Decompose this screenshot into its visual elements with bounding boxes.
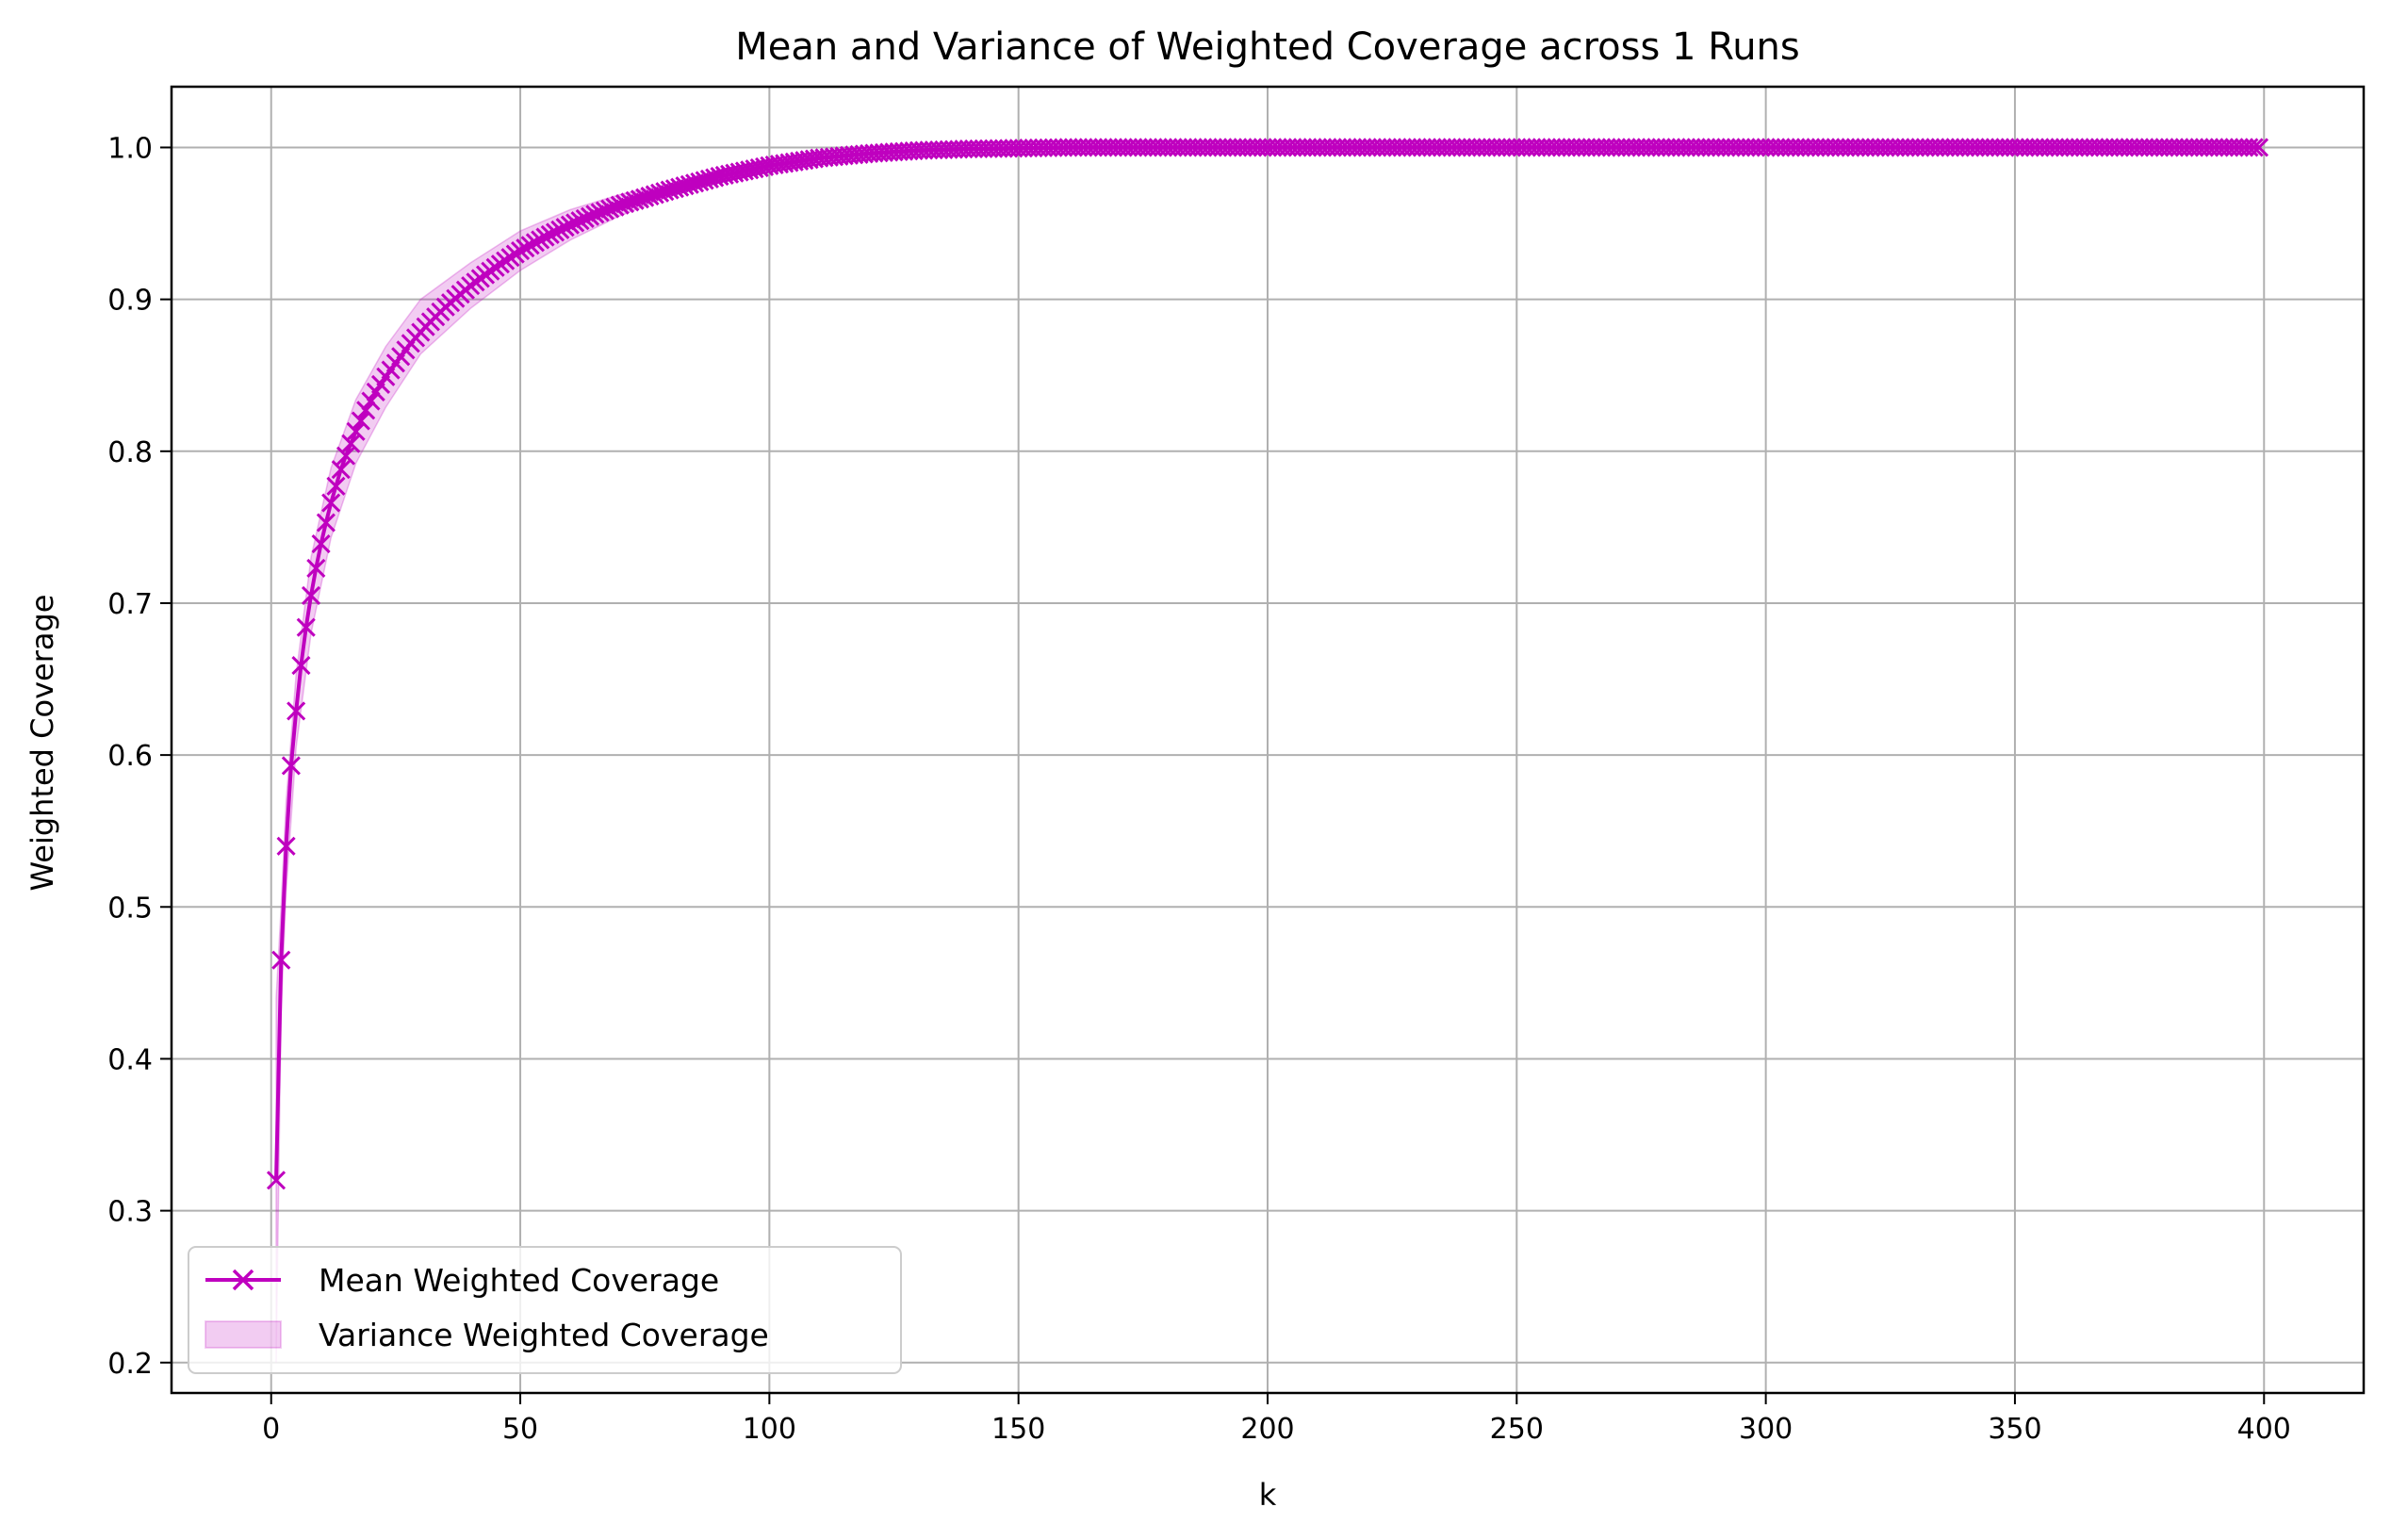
mean-point-marker — [545, 222, 565, 242]
y-tick-label: 1.0 — [107, 132, 153, 165]
mean-point-marker — [301, 585, 321, 605]
y-tick-label: 0.6 — [107, 740, 153, 773]
mean-point-marker — [600, 199, 620, 219]
x-tick-label: 400 — [2237, 1413, 2291, 1446]
mean-point-marker — [331, 460, 351, 480]
legend-box — [188, 1246, 902, 1374]
mean-point-marker — [525, 233, 545, 253]
y-axis-ticks: 0.2 0.3 0.4 0.5 0.6 0.7 0.8 0.9 1.0 — [107, 132, 172, 1381]
mean-point-marker — [271, 950, 291, 970]
mean-point-marker — [281, 756, 301, 776]
mean-point-marker — [291, 655, 311, 676]
mean-point-marker — [560, 215, 580, 235]
mean-point-marker — [570, 211, 590, 231]
mean-point-marker — [531, 230, 550, 250]
mean-point-marker — [540, 224, 560, 245]
mean-point-marker — [516, 238, 535, 258]
mean-point-marker — [306, 558, 326, 578]
mean-point-marker — [550, 220, 570, 239]
x-tick-label: 300 — [1739, 1413, 1793, 1446]
mean-point-marker — [555, 218, 575, 238]
y-tick-label: 0.8 — [107, 436, 153, 469]
mean-point-marker — [565, 213, 585, 233]
legend: Mean Weighted Coverage Variance Weighted… — [188, 1246, 902, 1374]
mean-point-marker — [535, 227, 555, 247]
mean-point-marker — [361, 391, 381, 411]
legend-label-mean: Mean Weighted Coverage — [319, 1262, 719, 1299]
mean-markers — [266, 138, 2269, 1190]
mean-point-marker — [326, 476, 346, 496]
x-tick-label: 150 — [991, 1413, 1045, 1446]
x-tick-label: 350 — [1988, 1413, 2041, 1446]
x-tick-label: 100 — [743, 1413, 796, 1446]
mean-point-marker — [595, 201, 614, 221]
y-tick-label: 0.9 — [107, 285, 153, 318]
y-tick-label: 0.3 — [107, 1196, 153, 1229]
grid — [172, 87, 2364, 1393]
mean-point-marker — [590, 203, 610, 222]
x-axis-label: k — [1259, 1477, 1277, 1513]
x-axis-ticks: 0 50 100 150 200 250 300 350 400 — [262, 1393, 2291, 1446]
mean-point-marker — [575, 208, 595, 228]
y-tick-label: 0.7 — [107, 588, 153, 621]
mean-point-marker — [287, 701, 306, 721]
legend-label-variance: Variance Weighted Coverage — [319, 1317, 769, 1353]
mean-point-marker — [266, 1171, 287, 1190]
mean-point-marker — [346, 421, 366, 441]
x-tick-label: 200 — [1240, 1413, 1294, 1446]
mean-point-marker — [321, 493, 341, 513]
mean-point-marker — [2249, 138, 2269, 157]
legend-band-swatch — [205, 1320, 282, 1349]
mean-point-marker — [580, 206, 600, 226]
mean-point-marker — [316, 513, 336, 532]
mean-point-marker — [585, 205, 605, 224]
legend-x-marker-icon — [232, 1269, 254, 1291]
chart-title: Mean and Variance of Weighted Coverage a… — [735, 25, 1800, 69]
mean-point-marker — [336, 446, 356, 466]
y-axis-label: Weighted Coverage — [25, 595, 60, 892]
mean-point-marker — [356, 401, 376, 420]
y-tick-label: 0.2 — [107, 1348, 153, 1381]
y-tick-label: 0.4 — [107, 1043, 153, 1076]
mean-point-marker — [311, 534, 331, 554]
mean-point-marker — [510, 240, 531, 261]
mean-point-marker — [351, 411, 370, 431]
mean-point-marker — [520, 236, 540, 255]
mean-point-marker — [2244, 138, 2264, 157]
x-tick-label: 0 — [262, 1413, 280, 1446]
mean-point-marker — [276, 836, 296, 856]
x-tick-label: 50 — [502, 1413, 538, 1446]
x-tick-label: 250 — [1490, 1413, 1544, 1446]
mean-point-marker — [296, 617, 316, 637]
y-tick-label: 0.5 — [107, 892, 153, 925]
mean-point-marker — [341, 434, 361, 453]
